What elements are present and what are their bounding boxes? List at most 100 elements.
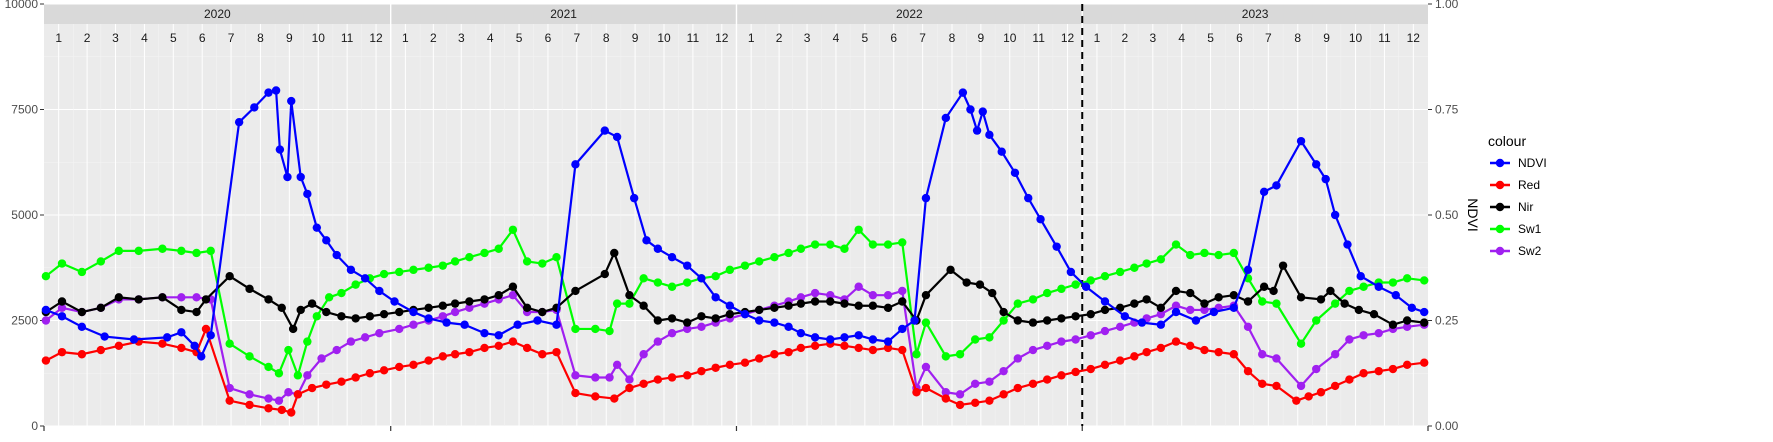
data-point-nir [192,307,201,317]
data-point-nir [1340,299,1349,308]
data-point-red [697,366,706,376]
month-label: 7 [228,31,235,45]
data-point-sw1 [1312,316,1321,325]
data-point-sw1 [755,257,764,266]
month-label: 1 [55,31,62,45]
data-point-sw2 [274,396,284,405]
data-point-sw1 [854,225,863,234]
data-point-sw2 [41,316,51,325]
data-point-nir [1214,293,1223,302]
data-point-sw2 [1042,341,1052,351]
data-point-red [293,390,303,399]
data-point-ndvi [346,265,356,275]
data-point-sw1 [337,288,346,298]
data-point-nir [465,297,474,306]
data-point-ndvi [283,172,292,182]
month-label: 4 [141,31,148,45]
data-point-sw1 [409,265,418,275]
data-point-sw1 [465,253,474,262]
data-point-sw2 [697,322,706,332]
series-sw1 [41,225,1429,380]
data-point-nir [898,297,907,306]
data-point-nir [975,280,985,289]
data-point-red [639,379,648,388]
data-point-sw1 [740,261,750,270]
month-label: 12 [1407,31,1421,45]
data-point-sw1 [312,312,322,321]
data-point-red [941,394,951,403]
data-point-nir [571,286,580,296]
data-point-nir [1086,309,1095,319]
data-point-nir [158,293,167,302]
data-point-nir [1278,261,1288,270]
data-point-ndvi [460,320,469,329]
data-point-red [810,341,820,351]
data-point-sw2 [1171,301,1181,310]
month-label: 3 [112,31,119,45]
data-point-nir [988,288,997,298]
data-point-sw2 [1258,350,1267,359]
data-point-nir [1296,293,1306,302]
data-point-sw2 [375,328,384,338]
data-point-nir [277,303,286,313]
data-point-ndvi [287,96,296,106]
data-point-sw1 [605,326,614,336]
month-label: 4 [487,31,494,45]
data-point-nir [921,290,931,300]
data-point-red [450,350,460,359]
data-point-ndvi [480,328,489,338]
data-point-red [1272,381,1281,391]
data-point-sw2 [985,377,994,386]
legend-label-sw2: Sw2 [1518,244,1542,258]
month-label: 11 [1032,31,1045,45]
data-point-ndvi [1171,307,1181,317]
data-point-nir [365,312,375,321]
data-point-sw1 [1214,250,1223,260]
data-point-ndvi [1010,168,1020,177]
data-point-ndvi [966,105,975,114]
data-point-ndvi [513,320,522,329]
data-point-ndvi [612,132,622,142]
data-point-ndvi [985,130,994,140]
y-right-tick-label: 0.00 [1435,419,1459,433]
data-point-ndvi [296,172,305,182]
data-point-sw2 [999,366,1008,376]
month-label: 6 [890,31,897,45]
month-label: 7 [919,31,926,45]
data-point-ndvi [275,145,285,154]
data-point-red [1316,388,1326,397]
data-point-nir [639,301,648,310]
data-point-ndvi [57,312,67,321]
data-point-ndvi [653,244,663,253]
data-point-ndvi [755,316,764,325]
data-point-ndvi [162,333,172,342]
data-point-ndvi [100,332,109,341]
data-point-nir [1071,312,1080,321]
data-point-ndvi [197,352,206,361]
data-point-nir [1130,299,1139,308]
legend-key-point [1495,158,1505,168]
data-point-sw1 [351,280,360,289]
data-point-ndvi [1330,210,1340,220]
data-point-red [96,345,106,355]
data-point-sw1 [1142,259,1151,268]
data-point-sw1 [840,244,849,253]
data-point-red [970,398,980,407]
data-point-sw1 [1402,274,1412,283]
data-point-nir [1420,318,1429,327]
data-point-nir [1402,316,1412,325]
data-point-red [1402,360,1412,370]
data-point-nir [177,305,186,315]
data-point-sw1 [1071,280,1080,289]
data-point-sw1 [245,352,254,361]
data-point-sw2 [1296,381,1306,391]
data-point-red [225,396,234,405]
data-point-nir [784,301,793,310]
year-label: 2020 [204,7,231,21]
data-point-ndvi [129,335,139,344]
data-point-ndvi [770,318,779,327]
data-point-ndvi [177,328,186,337]
data-point-red [1071,367,1080,377]
data-point-ndvi [494,331,503,340]
data-point-nir [351,314,360,323]
